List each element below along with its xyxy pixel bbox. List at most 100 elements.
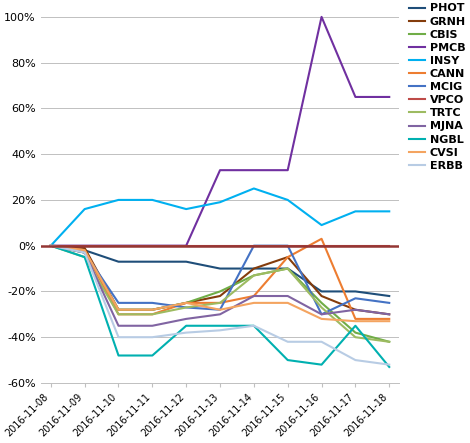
CVSI bbox=[48, 243, 54, 249]
CBIS bbox=[251, 273, 257, 278]
VPCO bbox=[319, 243, 324, 249]
PMCB bbox=[251, 167, 257, 173]
MCIG bbox=[82, 250, 87, 255]
CVSI bbox=[183, 300, 189, 306]
GRNH bbox=[386, 312, 392, 317]
PHOT bbox=[116, 259, 121, 264]
PHOT bbox=[217, 266, 223, 271]
ERBB bbox=[48, 243, 54, 249]
CANN bbox=[149, 312, 155, 317]
INSY bbox=[352, 209, 358, 214]
TRTC bbox=[183, 305, 189, 310]
TRTC bbox=[116, 312, 121, 317]
CVSI bbox=[149, 307, 155, 312]
PMCB bbox=[82, 243, 87, 249]
VPCO bbox=[285, 243, 290, 249]
PMCB bbox=[183, 243, 189, 249]
PMCB bbox=[116, 243, 121, 249]
TRTC bbox=[82, 254, 87, 260]
NGBL bbox=[149, 353, 155, 358]
ERBB bbox=[183, 330, 189, 335]
TRTC bbox=[48, 243, 54, 249]
VPCO bbox=[251, 243, 257, 249]
CBIS bbox=[82, 250, 87, 255]
NGBL bbox=[116, 353, 121, 358]
MCIG bbox=[183, 305, 189, 310]
Line: CANN: CANN bbox=[51, 239, 389, 319]
MJNA bbox=[217, 312, 223, 317]
TRTC bbox=[251, 273, 257, 278]
CBIS bbox=[217, 289, 223, 294]
CVSI bbox=[116, 307, 121, 312]
CBIS bbox=[116, 307, 121, 312]
MJNA bbox=[352, 307, 358, 312]
TRTC bbox=[217, 300, 223, 306]
NGBL bbox=[48, 243, 54, 249]
Line: GRNH: GRNH bbox=[51, 246, 389, 315]
INSY bbox=[48, 243, 54, 249]
MCIG bbox=[116, 300, 121, 306]
ERBB bbox=[386, 362, 392, 367]
GRNH bbox=[82, 245, 87, 251]
VPCO bbox=[352, 243, 358, 249]
INSY bbox=[183, 206, 189, 212]
VPCO bbox=[149, 243, 155, 249]
ERBB bbox=[149, 334, 155, 340]
INSY bbox=[386, 209, 392, 214]
Line: MJNA: MJNA bbox=[51, 246, 389, 326]
INSY bbox=[149, 197, 155, 202]
GRNH bbox=[149, 307, 155, 312]
CANN bbox=[82, 248, 87, 253]
PHOT bbox=[183, 259, 189, 264]
MCIG bbox=[285, 243, 290, 249]
Line: PHOT: PHOT bbox=[51, 246, 389, 296]
INSY bbox=[319, 222, 324, 228]
MJNA bbox=[386, 312, 392, 317]
Line: CVSI: CVSI bbox=[51, 246, 389, 321]
CVSI bbox=[82, 248, 87, 253]
GRNH bbox=[251, 266, 257, 271]
NGBL bbox=[386, 364, 392, 369]
TRTC bbox=[386, 339, 392, 345]
CBIS bbox=[386, 339, 392, 345]
GRNH bbox=[352, 307, 358, 312]
CVSI bbox=[352, 319, 358, 324]
MCIG bbox=[386, 300, 392, 306]
MJNA bbox=[285, 293, 290, 299]
PMCB bbox=[319, 14, 324, 19]
PMCB bbox=[352, 94, 358, 100]
GRNH bbox=[183, 300, 189, 306]
CANN bbox=[251, 293, 257, 299]
VPCO bbox=[48, 243, 54, 249]
NGBL bbox=[251, 323, 257, 328]
ERBB bbox=[319, 339, 324, 345]
TRTC bbox=[149, 312, 155, 317]
CVSI bbox=[386, 319, 392, 324]
MJNA bbox=[149, 323, 155, 328]
CBIS bbox=[149, 307, 155, 312]
INSY bbox=[217, 199, 223, 205]
GRNH bbox=[217, 293, 223, 299]
PHOT bbox=[149, 259, 155, 264]
MJNA bbox=[48, 243, 54, 249]
NGBL bbox=[319, 362, 324, 367]
TRTC bbox=[352, 334, 358, 340]
PMCB bbox=[48, 243, 54, 249]
PHOT bbox=[48, 243, 54, 249]
CVSI bbox=[319, 316, 324, 322]
PHOT bbox=[285, 266, 290, 271]
INSY bbox=[285, 197, 290, 202]
MCIG bbox=[217, 307, 223, 312]
GRNH bbox=[319, 293, 324, 299]
PMCB bbox=[386, 94, 392, 100]
MCIG bbox=[251, 243, 257, 249]
NGBL bbox=[352, 323, 358, 328]
PMCB bbox=[149, 243, 155, 249]
NGBL bbox=[217, 323, 223, 328]
MJNA bbox=[251, 293, 257, 299]
CBIS bbox=[48, 243, 54, 249]
NGBL bbox=[183, 323, 189, 328]
MJNA bbox=[116, 323, 121, 328]
CANN bbox=[319, 236, 324, 241]
MCIG bbox=[352, 295, 358, 301]
